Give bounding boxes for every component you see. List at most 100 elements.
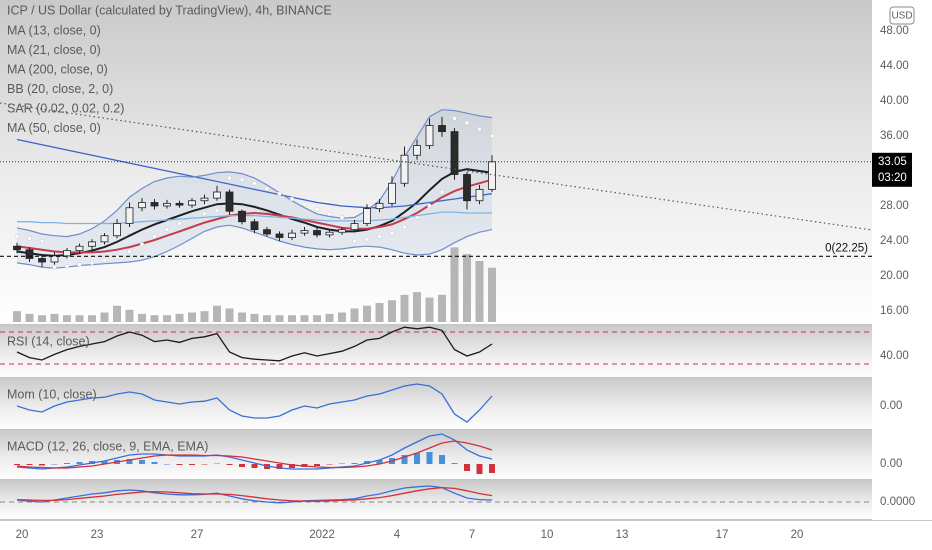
sar-dot [389,230,395,236]
candle-body [25,249,34,259]
volume-bar [350,308,359,322]
pane-title: RSI (14, close) [7,334,90,348]
sar-dot [152,234,157,239]
series-line [16,178,493,254]
sar-dot [277,191,282,196]
histogram-bar [189,464,195,465]
candle-body [200,197,209,202]
candle-body [250,221,259,231]
sar-dot [52,265,57,270]
plot-layer: ICP / US Dollar (calculated by TradingVi… [0,0,932,521]
y-tick-label: 0.0000 [880,496,915,508]
volume-bar [25,313,34,322]
volume-bar [63,315,71,322]
volume-bar [138,313,146,322]
legend-entry: MA (13, close, 0) [7,23,101,37]
pane-background [0,430,872,480]
price-axis [872,0,932,520]
sar-dot [264,186,270,191]
histogram-bar [151,462,158,464]
volume-bar [225,308,234,322]
histogram-bar [351,463,358,464]
volume-bar [88,315,96,322]
volume-bar [213,305,221,322]
histogram-bar [401,455,408,464]
candle-body [213,191,221,199]
candle-body [475,188,484,202]
histogram-bar [201,464,208,465]
sar-dot [164,227,170,232]
histogram-bar [439,455,445,464]
candle-body [75,245,84,252]
series-line [16,138,493,209]
sar-dot [177,221,182,226]
sar-dot [139,242,145,247]
volume-bar [425,297,434,322]
sar-dot [102,258,107,263]
sar-dot [489,133,495,139]
legend-entry: MA (200, close, 0) [7,62,108,76]
histogram-bar [14,464,20,465]
series-line [16,168,493,257]
volume-bar [13,311,21,322]
sar-dot [77,262,82,267]
sar-dot [402,224,407,230]
sar-dot [64,264,70,269]
sar-dot [352,238,357,244]
sar-dot [252,181,257,186]
volume-bar [188,312,196,322]
series-line [16,383,493,423]
candle-body [88,241,96,247]
histogram-bar [289,464,295,468]
histogram-bar [339,463,345,464]
volume-bar [150,315,159,322]
volume-bar [450,247,459,322]
candle-body [263,229,271,235]
last-price-box [872,152,912,187]
histogram-bar [476,464,483,474]
histogram-bar [64,463,70,464]
histogram-bar [226,464,233,465]
trendline [0,102,872,231]
y-tick-label: 0.00 [880,458,902,470]
sar-dot [377,234,382,239]
y-tick-label: 44.00 [880,60,909,72]
pane [0,102,872,322]
band-fill [17,109,492,269]
x-tick-label: 23 [91,529,104,541]
series-line [16,486,493,502]
legend-entry: MA (50, close, 0) [7,121,101,135]
currency-button[interactable] [889,6,915,25]
volume-bar [313,315,321,322]
x-tick-label: 2022 [309,529,335,541]
y-tick-label: 48.00 [880,25,909,37]
histogram-bar [26,464,33,465]
volume-bar [413,292,421,322]
volume-bar [475,260,484,322]
volume-bar [163,315,171,322]
pane-background [0,378,872,430]
candle-body [300,230,309,234]
pane-background [0,0,872,325]
x-tick-label: 20 [791,529,804,541]
pane [16,383,493,423]
histogram-bar [326,464,333,465]
x-tick-label: 7 [469,529,475,541]
candle-body [13,245,21,251]
currency[interactable]: USD [891,11,912,22]
band-upper [16,109,493,238]
sar-dot [27,236,32,241]
series-line [16,433,493,470]
sar-dot [239,177,245,182]
histogram-bar [314,464,320,466]
sar-dot [89,260,95,266]
volume-bar [488,267,496,322]
sar-dot [439,189,445,195]
histogram-bar [251,464,258,468]
sar-dot [202,211,207,217]
candle-body [175,202,184,206]
x-tick-label: 13 [616,529,629,541]
pane-background [0,480,872,520]
candle-body [388,182,396,204]
